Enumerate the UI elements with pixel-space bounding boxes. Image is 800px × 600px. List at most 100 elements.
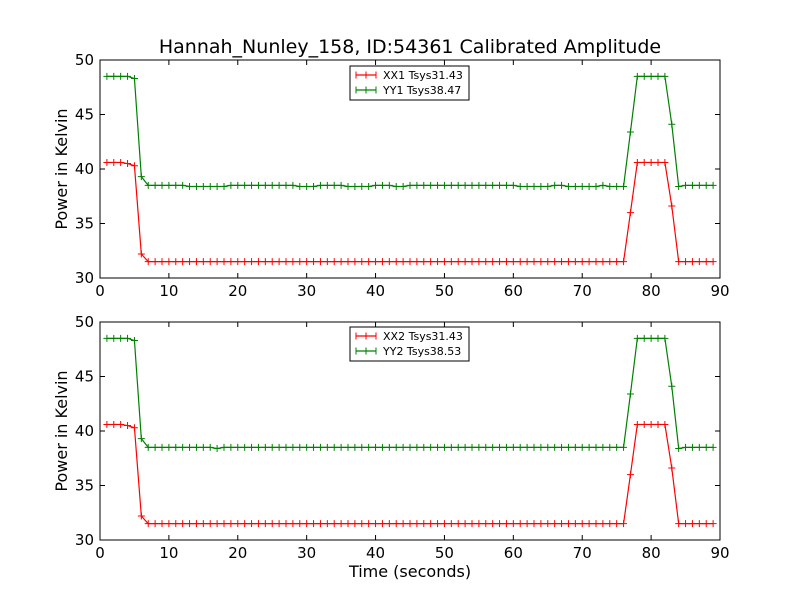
data-point [241,258,249,266]
data-point [447,258,455,266]
data-point [530,443,538,451]
data-point [303,258,311,266]
data-point [289,181,297,189]
data-point [144,443,152,451]
data-point [172,181,180,189]
data-point [509,258,517,266]
data-point [613,443,621,451]
data-point [227,443,235,451]
data-point [454,443,462,451]
data-point [578,258,586,266]
data-point [227,258,235,266]
data-point [282,258,290,266]
data-point [640,158,648,166]
x-tick-label: 30 [297,282,316,300]
data-point [695,181,703,189]
data-point [592,258,600,266]
legend-label: XX1 Tsys31.43 [383,69,463,82]
data-point [682,520,690,528]
data-point [571,443,579,451]
data-point [620,443,628,451]
data-point [186,443,194,451]
data-point [213,444,221,452]
data-point [675,520,683,528]
series-1-1 [103,158,717,266]
data-point [378,181,386,189]
data-point [351,182,359,190]
data-point [151,258,159,266]
data-point [227,181,235,189]
data-point [523,258,531,266]
data-point [110,334,118,342]
data-point [372,258,380,266]
data-point [234,520,242,528]
data-point [351,443,359,451]
data-point [234,181,242,189]
data-point [489,181,497,189]
data-point [206,443,214,451]
series-2-1 [103,420,717,528]
data-point [124,160,132,168]
data-point [551,443,559,451]
data-point [626,471,634,479]
data-point [137,435,145,443]
data-point [199,520,207,528]
data-point [564,443,572,451]
data-point [268,520,276,528]
data-point [509,443,517,451]
data-point [117,420,125,428]
data-point [192,182,200,190]
data-point [365,258,373,266]
data-point [461,181,469,189]
data-point [289,520,297,528]
data-point [420,443,428,451]
data-point [130,75,138,83]
y-axis-label: Power in Kelvin [52,108,71,229]
data-point [709,443,717,451]
data-point [124,334,132,342]
data-point [378,258,386,266]
data-point [454,520,462,528]
data-point [289,258,297,266]
data-point [420,181,428,189]
data-point [434,443,442,451]
data-point [406,443,414,451]
data-point [682,258,690,266]
data-point [275,258,283,266]
data-point [151,443,159,451]
data-point [179,258,187,266]
data-point [130,162,138,170]
legend-box [349,65,470,101]
data-point [144,181,152,189]
data-point [626,209,634,217]
data-point [103,72,111,80]
data-point [337,258,345,266]
data-point [592,443,600,451]
data-point [585,258,593,266]
data-point [599,258,607,266]
data-point [564,258,572,266]
x-tick-label: 20 [228,282,247,300]
x-tick-label: 80 [642,544,661,562]
data-point [578,443,586,451]
data-point [468,520,476,528]
data-point [564,520,572,528]
data-point [606,182,614,190]
data-point [220,520,228,528]
data-point [626,128,634,136]
data-point [516,258,524,266]
data-point [461,520,469,528]
data-point [482,520,490,528]
x-tick-label: 0 [95,544,105,562]
data-point [330,181,338,189]
data-point [392,182,400,190]
data-point [544,258,552,266]
data-point [241,443,249,451]
data-point [496,443,504,451]
data-point [647,72,655,80]
data-point [482,258,490,266]
data-point [241,520,249,528]
data-point [358,182,366,190]
data-point [695,520,703,528]
data-point [475,258,483,266]
